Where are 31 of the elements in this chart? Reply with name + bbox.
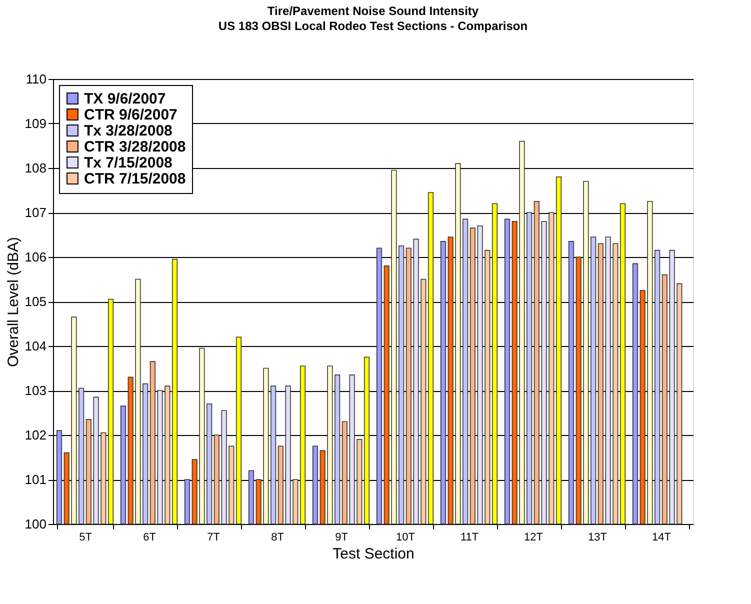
y-tick-label: 100 <box>24 516 46 532</box>
x-tick-label: 14T <box>652 532 672 544</box>
y-tick-label: 106 <box>24 250 46 264</box>
y-tick-label: 103 <box>24 383 46 398</box>
x-tick-label: 9T <box>335 532 348 544</box>
legend-label: Tx 3/28/2008 <box>84 122 172 140</box>
x-tick-label: 12T <box>524 532 544 544</box>
x-tick-label: 7T <box>207 532 220 544</box>
y-tick-label: 107 <box>24 205 46 220</box>
x-tick-label: 5T <box>79 532 92 544</box>
x-tick-label: 11T <box>460 532 479 544</box>
chart-title: Tire/Pavement Noise Sound Intensity <box>267 4 479 18</box>
y-tick-label: 104 <box>24 338 46 354</box>
x-axis-title: Test Section <box>332 546 414 562</box>
x-tick-label: 10T <box>396 532 416 544</box>
legend-label: TX 9/6/2007 <box>84 90 166 108</box>
y-tick-label: 108 <box>24 160 46 176</box>
legend-label: CTR 3/28/2008 <box>84 138 186 156</box>
y-tick-label: 102 <box>24 428 46 442</box>
legend-label: CTR 9/6/2007 <box>84 106 178 124</box>
y-tick-label: 110 <box>26 72 46 86</box>
chart-subtitle: US 183 OBSI Local Rodeo Test Sections - Comparison <box>218 19 528 33</box>
y-tick-label: 105 <box>24 294 46 309</box>
legend-label: Tx 7/15/2008 <box>84 154 172 172</box>
y-tick-label: 101 <box>24 472 46 487</box>
legend-label: CTR 7/15/2008 <box>84 170 186 188</box>
x-tick-label: 8T <box>271 532 284 544</box>
y-axis-title: Overall Level (dBA) <box>4 236 22 368</box>
y-tick-label: 109 <box>24 116 46 131</box>
x-tick-label: 6T <box>143 532 156 544</box>
x-tick-label: 13T <box>588 532 608 544</box>
